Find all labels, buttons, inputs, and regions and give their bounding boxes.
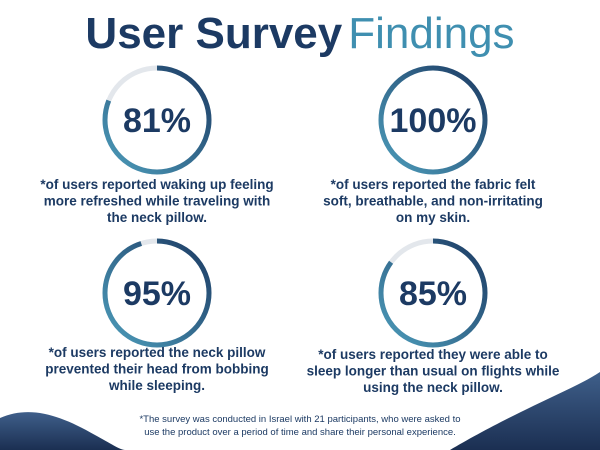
stat-description: the neck pillow. [107, 210, 207, 225]
footnote-line: use the product over a period of time an… [144, 427, 456, 438]
decor-fabric-right [450, 372, 600, 450]
ring-progress [102, 238, 212, 348]
stat-description: prevented their head from bobbing [45, 362, 269, 377]
stat-description: *of users reported the fabric felt [331, 177, 536, 192]
stat-description: *of users reported they were able to [318, 347, 548, 362]
title-bold: User Survey [85, 9, 342, 58]
ring-progress [102, 65, 212, 175]
title: User Survey Findings [85, 9, 514, 58]
ring-progress [378, 238, 488, 348]
stat-description: on my skin. [396, 210, 470, 225]
stat-percent: 100% [390, 102, 477, 140]
stat-description: more refreshed while traveling with [44, 194, 271, 209]
title-light: Findings [348, 9, 514, 58]
stat-description: *of users reported waking up feeling [40, 177, 273, 192]
decor-fabric-left [0, 412, 125, 450]
stat-description: sleep longer than usual on flights while [307, 364, 560, 379]
stats: 81% *of users reported waking up feeling m… [40, 65, 560, 395]
ring-progress [378, 65, 488, 175]
stat-description: while sleeping. [108, 378, 205, 393]
stat-description: using the neck pillow. [363, 380, 503, 395]
stat-description: soft, breathable, and non-irritating [323, 194, 543, 209]
stat-description: *of users reported the neck pillow [49, 345, 266, 360]
footnote-line: *The survey was conducted in Israel with… [139, 414, 460, 425]
stat-percent: 95% [123, 275, 191, 313]
stat-percent: 81% [123, 102, 191, 140]
stat-percent: 85% [399, 275, 467, 313]
